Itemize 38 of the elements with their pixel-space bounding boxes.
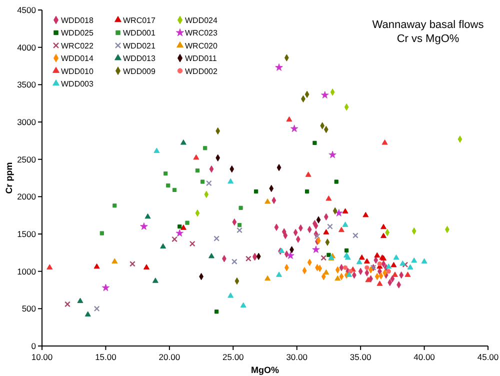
y-tick-label: 4500: [17, 5, 36, 15]
legend-label: WDD021: [123, 41, 156, 50]
legend-label: WDD001: [123, 28, 156, 38]
y-tick-label: 1000: [17, 266, 36, 276]
legend-label: WRC017: [123, 16, 156, 25]
y-tick-label: 500: [22, 304, 36, 314]
legend-label: WRC020: [185, 41, 218, 50]
text: Wannaway basal flows: [372, 19, 484, 31]
legend-label: WDD011: [185, 54, 218, 64]
legend-label: WDD010: [61, 66, 94, 76]
legend-label: WDD009: [123, 66, 156, 76]
legend-label: WDD025: [61, 28, 94, 38]
legend-label: WRC023: [185, 28, 218, 38]
y-axis-title: Cr ppm: [4, 162, 14, 194]
legend-label: WDD003: [61, 80, 94, 88]
y-tick-label: 0: [31, 341, 36, 351]
y-tick-label: 3500: [17, 80, 36, 90]
y-tick-label: 3000: [17, 117, 36, 127]
legend-label: WRC022: [61, 41, 94, 50]
y-tick-label: 1500: [17, 229, 36, 239]
x-tick-label: 35.00: [350, 352, 372, 362]
x-tick-label: 10.00: [31, 352, 53, 362]
legend-label: WDD024: [185, 16, 218, 25]
x-tick-label: 25.00: [222, 352, 244, 362]
legend-label: WDD002: [185, 66, 218, 76]
legend-label: WDD014: [61, 54, 94, 64]
x-tick-label: 40.00: [414, 352, 436, 362]
y-tick-label: 4000: [17, 42, 36, 52]
legend-label: WDD018: [61, 16, 94, 25]
x-tick-label: 15.00: [95, 352, 117, 362]
x-axis-title: MgO%: [251, 365, 279, 375]
text: Cr vs MgO%: [396, 33, 460, 45]
y-tick-label: 2000: [17, 192, 36, 202]
y-tick-label: 2500: [17, 154, 36, 164]
x-tick-label: 20.00: [158, 352, 180, 362]
x-tick-label: 30.00: [286, 352, 308, 362]
legend-label: WDD013: [123, 54, 156, 64]
x-tick-label: 45.00: [477, 352, 499, 362]
